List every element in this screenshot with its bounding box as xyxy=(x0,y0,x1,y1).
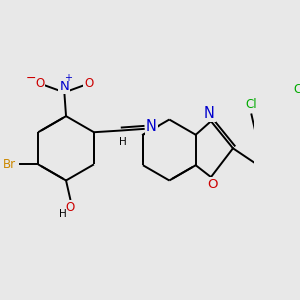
Text: +: + xyxy=(64,73,72,83)
Text: N: N xyxy=(59,80,69,93)
Text: N: N xyxy=(146,119,157,134)
Text: O: O xyxy=(35,76,44,90)
Text: H: H xyxy=(119,136,127,146)
Text: H: H xyxy=(59,209,67,219)
Text: Cl: Cl xyxy=(246,98,257,111)
Text: Cl: Cl xyxy=(293,82,300,95)
Text: −: − xyxy=(25,72,36,86)
Text: Br: Br xyxy=(3,158,16,171)
Text: O: O xyxy=(84,76,94,90)
Text: O: O xyxy=(207,178,218,191)
Text: N: N xyxy=(204,106,215,121)
Text: O: O xyxy=(66,201,75,214)
